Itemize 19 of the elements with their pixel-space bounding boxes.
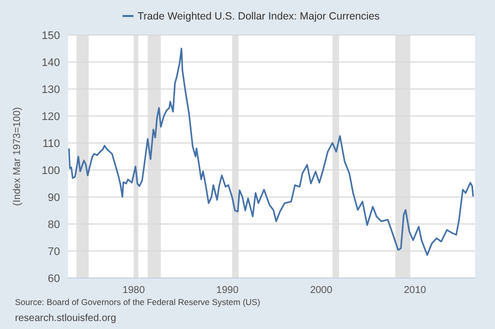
source-note: Source: Board of Governors of the Federal Reserve System (US)	[15, 297, 260, 307]
y-tick-label: 130	[42, 84, 60, 96]
y-tick-label: 140	[42, 56, 60, 69]
y-tick-label: 120	[42, 110, 60, 123]
line-series	[68, 48, 474, 256]
y-tick-label: 80	[48, 218, 60, 231]
y-axis-title: (Index Mar 1973=100)	[12, 107, 23, 206]
text: research.stlouisfed.org	[15, 313, 116, 324]
x-tick-label: 1980	[122, 285, 146, 296]
y-tick-label: 100	[42, 164, 60, 177]
x-tick-label: 2010	[404, 285, 427, 296]
x-tick-label: 1990	[216, 285, 239, 296]
y-tick-label: 110	[42, 138, 60, 150]
x-tick-label: 2000	[310, 285, 333, 296]
y-tick-label: 60	[48, 272, 60, 285]
y-tick-label: 70	[48, 246, 60, 258]
y-tick-label: 150	[42, 30, 60, 42]
legend-label: Trade Weighted U.S. Dollar Index: Major Currencies	[138, 10, 380, 23]
y-tick-label: 90	[48, 192, 60, 204]
